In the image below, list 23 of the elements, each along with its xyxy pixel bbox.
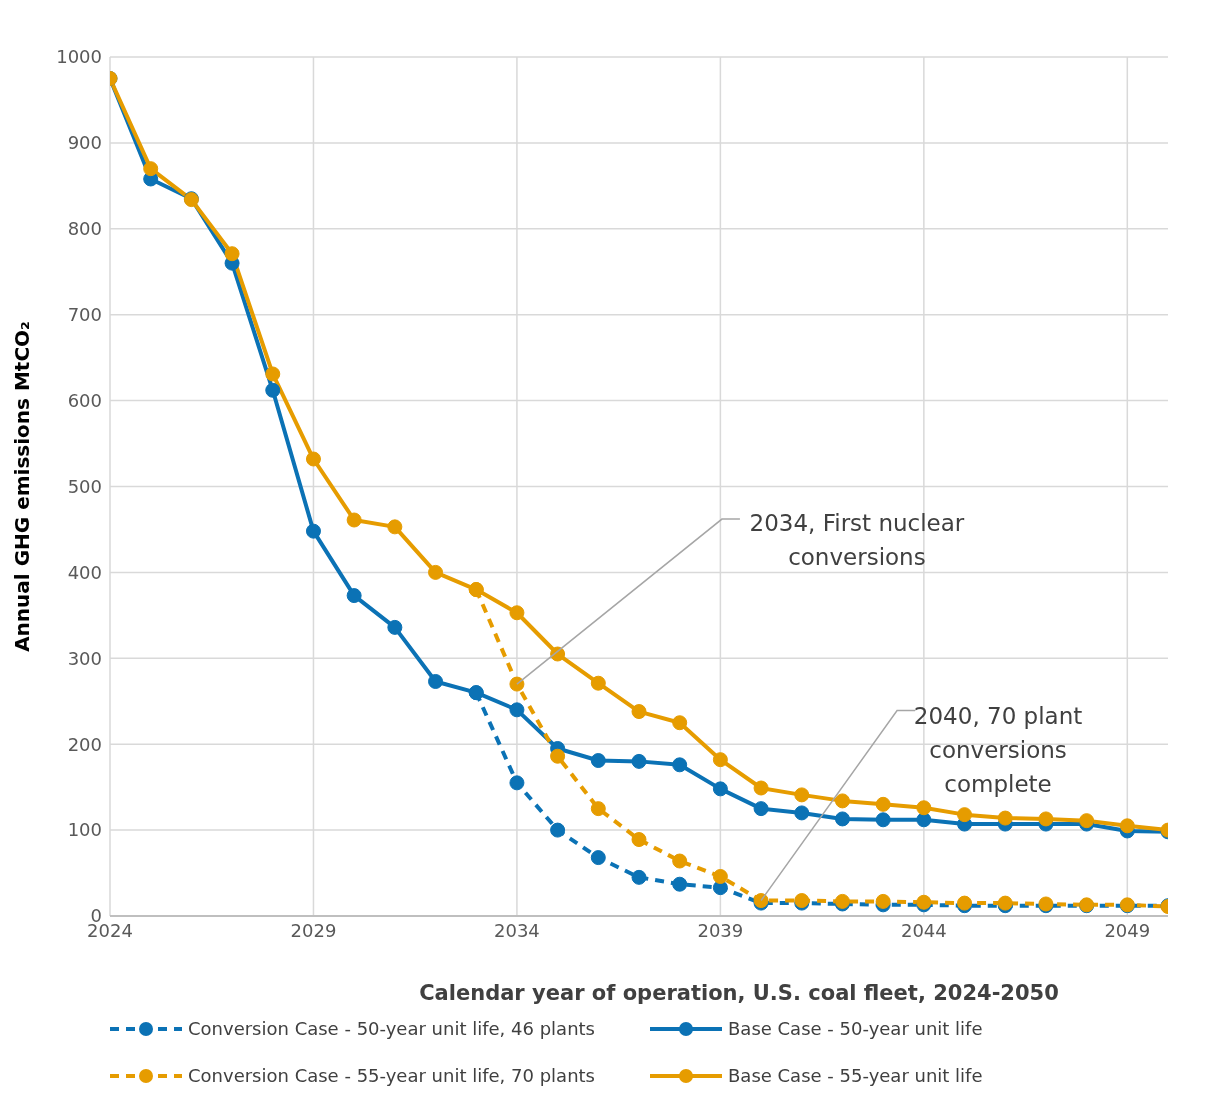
y-tick-label: 300 xyxy=(67,647,102,669)
annotation: 2040, 70 plant conversions complete xyxy=(912,701,1084,799)
x-tick-label: 2029 xyxy=(290,919,337,941)
x-tick-label: 2044 xyxy=(900,919,947,941)
y-tick-label: 400 xyxy=(67,561,102,583)
legend-label: Conversion Case - 55-year unit life, 70 plants xyxy=(188,1065,595,1086)
y-tick-label: 200 xyxy=(67,733,102,755)
x-axis-title: Calendar year of operation, U.S. coal fleet, 2024-2050 xyxy=(419,981,1059,1005)
y-tick-label: 500 xyxy=(67,475,102,497)
legend-label: Base Case - 55-year unit life xyxy=(728,1065,983,1086)
y-tick-label: 800 xyxy=(67,218,102,240)
x-tick-label: 2039 xyxy=(697,919,744,941)
legend-label: Conversion Case - 50-year unit life, 46 plants xyxy=(188,1018,595,1039)
y-tick-label: 900 xyxy=(67,132,102,154)
y-tick-label: 700 xyxy=(67,304,102,326)
y-axis-title: Annual GHG emissions MtCO₂ xyxy=(10,321,35,652)
y-tick-label: 600 xyxy=(67,389,102,411)
x-tick-label: 2049 xyxy=(1104,919,1151,941)
y-tick-label: 1000 xyxy=(56,46,102,68)
legend-label: Base Case - 50-year unit life xyxy=(728,1018,983,1039)
y-tick-label: 100 xyxy=(67,819,102,841)
x-tick-label: 2034 xyxy=(494,919,540,941)
annotation: 2034, First nuclear conversions xyxy=(748,509,966,573)
